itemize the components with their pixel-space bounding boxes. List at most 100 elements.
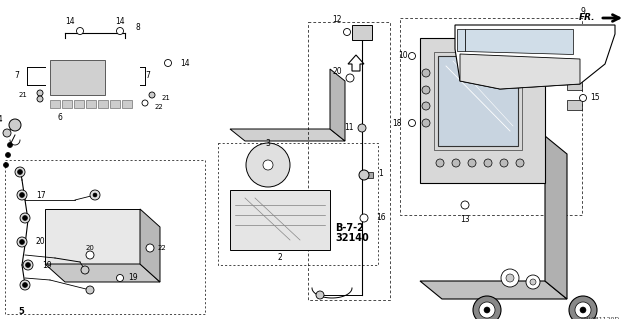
Polygon shape [455,25,615,89]
Circle shape [8,143,13,147]
Circle shape [86,286,94,294]
Bar [62,100,72,108]
Circle shape [360,214,368,222]
Text: 20: 20 [86,245,95,251]
Circle shape [116,275,124,281]
Circle shape [3,129,11,137]
Polygon shape [457,29,465,51]
Text: 7: 7 [145,70,150,79]
Bar [50,60,105,95]
Circle shape [484,307,490,313]
Bar [567,80,582,90]
Circle shape [77,27,83,34]
Text: 18: 18 [392,118,402,128]
Text: 20: 20 [332,68,342,77]
Circle shape [22,283,28,287]
Text: 15: 15 [590,93,600,102]
Circle shape [81,266,89,274]
Bar [567,40,582,50]
Text: 7: 7 [15,70,19,79]
Circle shape [19,192,24,197]
Circle shape [408,53,415,60]
Bar [230,190,330,250]
Text: 10: 10 [398,51,408,61]
Circle shape [86,251,94,259]
Text: 9: 9 [580,8,586,17]
Circle shape [422,102,430,110]
Circle shape [37,96,43,102]
Circle shape [422,69,430,77]
Polygon shape [460,54,580,89]
Text: 5: 5 [18,307,24,315]
Polygon shape [230,129,345,141]
Circle shape [579,94,586,101]
Bar [86,100,96,108]
Circle shape [346,74,354,82]
Text: 32140: 32140 [335,233,369,243]
Bar [122,100,132,108]
Circle shape [316,291,324,299]
Bar [567,100,582,110]
Text: SHJ4B1120D: SHJ4B1120D [580,316,620,319]
Bar [50,100,60,108]
Circle shape [20,280,30,290]
Text: 2: 2 [278,254,282,263]
Bar [434,52,522,150]
Circle shape [530,279,536,285]
Text: 11: 11 [344,123,354,132]
Circle shape [484,159,492,167]
Text: 14: 14 [180,58,189,68]
Polygon shape [140,209,160,282]
Circle shape [263,160,273,170]
Text: 21: 21 [162,95,171,101]
Text: 12: 12 [333,16,342,25]
Circle shape [93,193,97,197]
Bar [365,172,373,178]
Circle shape [526,275,540,289]
Text: 19: 19 [128,273,138,283]
Circle shape [344,28,351,35]
Bar [420,38,545,183]
Circle shape [569,296,597,319]
Text: FR.: FR. [579,13,595,23]
Bar [74,100,84,108]
Circle shape [6,152,10,158]
Circle shape [142,100,148,106]
Circle shape [461,201,469,209]
Circle shape [23,260,33,270]
Circle shape [26,263,31,268]
Circle shape [116,27,124,34]
Polygon shape [45,264,160,282]
Circle shape [501,269,519,287]
Circle shape [146,244,154,252]
Circle shape [246,143,290,187]
Text: 20: 20 [36,238,45,247]
Text: 16: 16 [376,213,386,222]
Circle shape [17,190,27,200]
Circle shape [17,237,27,247]
Circle shape [9,119,21,131]
Bar [438,56,518,146]
Circle shape [3,162,8,167]
Circle shape [422,119,430,127]
Text: 24: 24 [0,115,3,124]
Text: 8: 8 [135,24,140,33]
Circle shape [436,159,444,167]
Text: 17: 17 [36,190,45,199]
Circle shape [580,307,586,313]
Text: 1: 1 [378,169,383,179]
Text: 3: 3 [266,138,271,147]
Polygon shape [330,69,345,141]
Circle shape [516,159,524,167]
Circle shape [452,159,460,167]
Text: 13: 13 [460,214,470,224]
Circle shape [20,213,30,223]
Circle shape [473,296,501,319]
Text: 21: 21 [18,92,27,98]
Text: B-7-2: B-7-2 [335,223,364,233]
Text: 19: 19 [42,261,52,270]
Text: 14: 14 [65,18,75,26]
Polygon shape [45,209,140,264]
Bar [352,25,372,40]
Text: 14: 14 [115,18,125,26]
